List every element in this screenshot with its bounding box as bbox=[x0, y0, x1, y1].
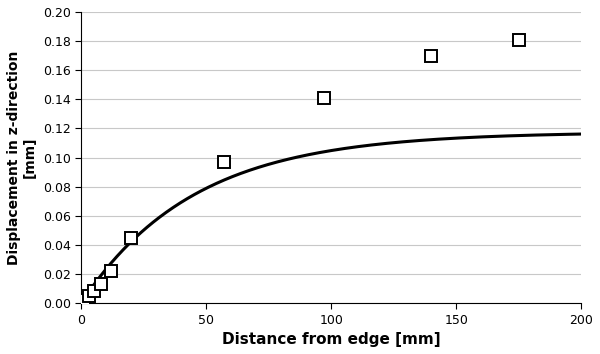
X-axis label: Distance from edge [mm]: Distance from edge [mm] bbox=[222, 332, 440, 347]
Y-axis label: Displacement in z-direction
[mm]: Displacement in z-direction [mm] bbox=[7, 50, 37, 265]
